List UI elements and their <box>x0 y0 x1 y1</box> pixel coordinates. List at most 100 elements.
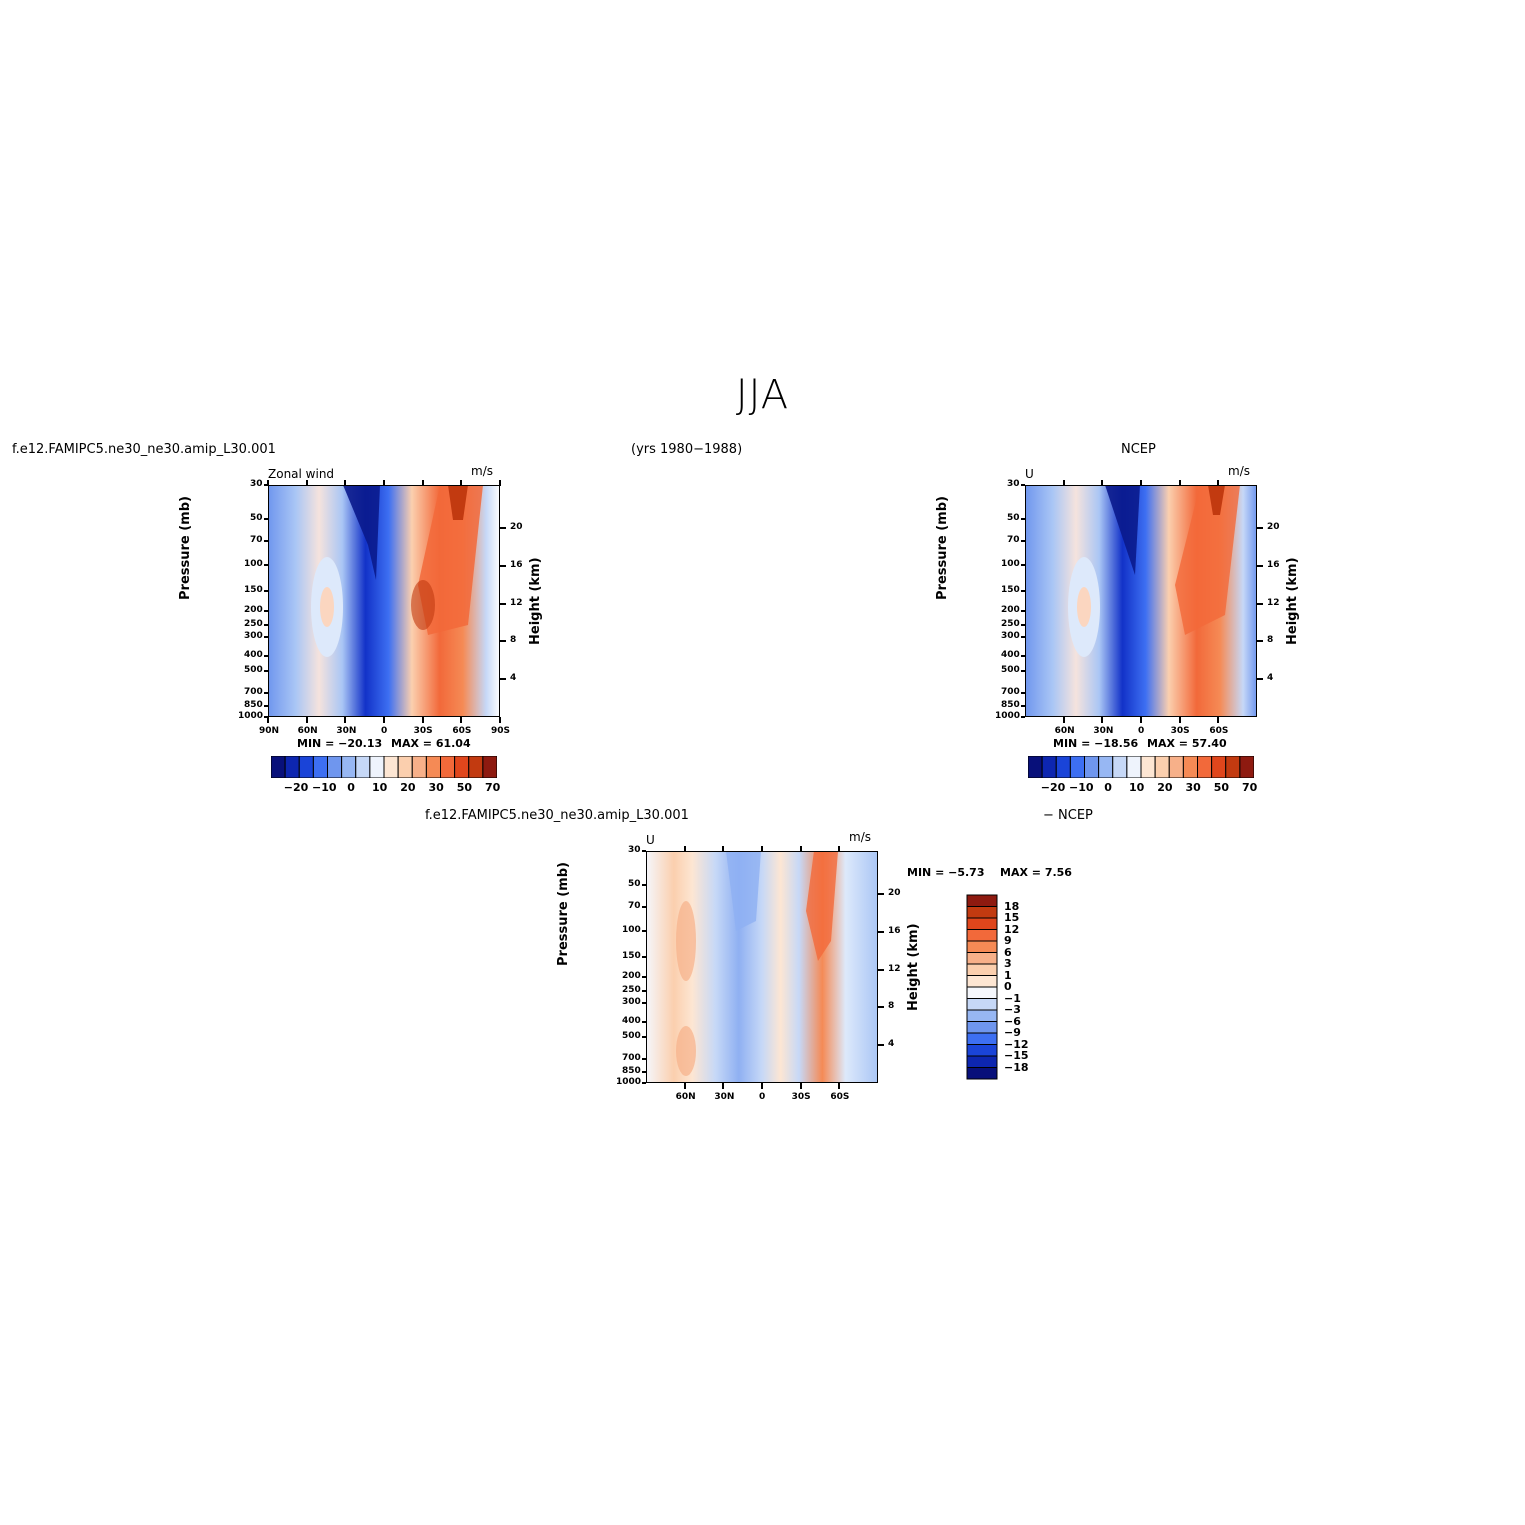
y2-tick-mark <box>1257 526 1263 529</box>
x-tick-label: 60N <box>1054 726 1075 736</box>
y-tick-label: 50 <box>628 878 641 889</box>
y-tick-mark <box>642 883 646 886</box>
y-tick-mark <box>264 517 268 520</box>
y-tick-mark <box>264 540 268 543</box>
x-tick-mark <box>305 480 308 486</box>
y-axis-title: Pressure (mb) <box>935 496 950 600</box>
y-tick-mark <box>264 705 268 708</box>
x-tick-mark <box>344 480 347 486</box>
y-tick-label: 500 <box>244 665 263 676</box>
colorbar-label: −10 <box>312 781 337 794</box>
colorbar-swatch <box>284 756 300 778</box>
y-tick-mark <box>1021 655 1025 658</box>
y-tick-mark <box>264 655 268 658</box>
y2-tick-label: 4 <box>1267 673 1274 684</box>
y-tick-label: 150 <box>244 585 263 596</box>
colorbar-label: 10 <box>372 781 388 794</box>
x-tick-mark <box>683 846 686 852</box>
y-tick-label: 150 <box>622 951 641 962</box>
x-tick-mark <box>499 480 501 486</box>
colorbar-swatch <box>341 756 357 778</box>
colorbar-label: −20 <box>283 781 309 794</box>
y2-tick-mark <box>878 968 884 971</box>
colorbar-swatch <box>1197 756 1213 778</box>
y-tick-mark <box>642 1036 646 1039</box>
y-tick-mark <box>642 1058 646 1061</box>
y-tick-label: 100 <box>1001 558 1020 569</box>
colorbar-label: 15 <box>1004 911 1020 924</box>
y-tick-label: 30 <box>628 845 641 855</box>
colorbar-swatch <box>1084 756 1100 778</box>
y-tick-label: 400 <box>244 650 263 661</box>
x-tick-mark <box>838 1083 841 1089</box>
y-tick-mark <box>1021 636 1025 639</box>
x-tick-label: 30N <box>714 1092 735 1102</box>
y-tick-label: 850 <box>1001 700 1020 711</box>
y-tick-label: 400 <box>622 1016 641 1027</box>
colorbar-swatch <box>966 929 998 942</box>
colorbar-swatch <box>966 917 998 930</box>
case-name-label: f.e12.FAMIPC5.ne30_ne30.amip_L30.001 <box>12 442 276 457</box>
colorbar-label: 12 <box>1004 922 1020 936</box>
x-tick-label: 60S <box>1209 726 1229 736</box>
y-tick-mark <box>1021 540 1025 543</box>
y2-tick-mark <box>500 640 506 643</box>
y-tick-label: 200 <box>1001 604 1020 615</box>
y-axis-title: Pressure (mb) <box>556 862 571 966</box>
colorbar-swatch <box>1126 756 1142 778</box>
x-tick-mark <box>1178 480 1181 486</box>
colorbar-swatch <box>298 756 314 778</box>
y-tick-mark <box>642 990 646 993</box>
y2-axis-title: Height (km) <box>906 923 921 1011</box>
y-tick-mark <box>264 563 268 566</box>
y2-tick-mark <box>1257 602 1263 605</box>
y-tick-mark <box>1021 609 1025 612</box>
colorbar-swatch <box>411 756 427 778</box>
x-tick-mark <box>761 846 763 852</box>
x-tick-mark <box>1101 717 1104 723</box>
colorbar-swatch <box>468 756 484 778</box>
x-tick-label: 0 <box>759 1092 766 1102</box>
x-tick-label: 60S <box>452 726 472 736</box>
colorbar-swatch <box>369 756 385 778</box>
x-tick-mark <box>421 480 424 486</box>
y-tick-mark <box>1021 692 1025 695</box>
y-tick-mark <box>642 906 646 909</box>
diff-case-name-label: f.e12.FAMIPC5.ne30_ne30.amip_L30.001 <box>425 808 689 823</box>
colorbar-swatch <box>482 756 497 778</box>
y-axis-title: Pressure (mb) <box>178 496 193 600</box>
y2-tick-mark <box>500 602 506 605</box>
colorbar-label: −12 <box>1004 1037 1029 1051</box>
y-tick-mark <box>642 975 646 978</box>
y2-tick-mark <box>500 526 506 529</box>
units-label: m/s <box>471 464 493 478</box>
y2-tick-label: 8 <box>888 1001 895 1012</box>
y-tick-mark <box>642 1021 646 1024</box>
x-tick-mark <box>421 717 424 723</box>
x-tick-mark <box>838 846 841 852</box>
colorbar-swatch <box>1225 756 1241 778</box>
y-tick-label: 70 <box>1007 535 1020 546</box>
colorbar-swatch <box>966 986 998 999</box>
y-tick-label: 300 <box>622 997 641 1008</box>
colorbar-swatch <box>966 952 998 965</box>
variable-label: Zonal wind <box>268 467 335 481</box>
y-tick-mark <box>264 609 268 612</box>
contour-plot-difference <box>646 851 878 1083</box>
colorbar-swatch <box>440 756 456 778</box>
y2-axis-title: Height (km) <box>1285 557 1300 645</box>
y-tick-mark <box>264 484 268 486</box>
x-tick-mark <box>761 1083 763 1089</box>
x-tick-mark <box>383 480 385 486</box>
y-tick-label: 1000 <box>995 711 1021 721</box>
colorbar-label: 0 <box>1104 781 1112 794</box>
x-tick-label: 90N <box>259 726 280 736</box>
y2-axis-title: Height (km) <box>528 557 543 645</box>
y-tick-mark <box>264 624 268 627</box>
colorbar-label: 1 <box>1004 968 1012 982</box>
y-tick-mark <box>264 716 268 718</box>
x-tick-mark <box>799 1083 802 1089</box>
x-tick-mark <box>1178 717 1181 723</box>
y2-tick-label: 12 <box>1267 597 1280 608</box>
colorbar-label: 3 <box>1004 957 1012 970</box>
